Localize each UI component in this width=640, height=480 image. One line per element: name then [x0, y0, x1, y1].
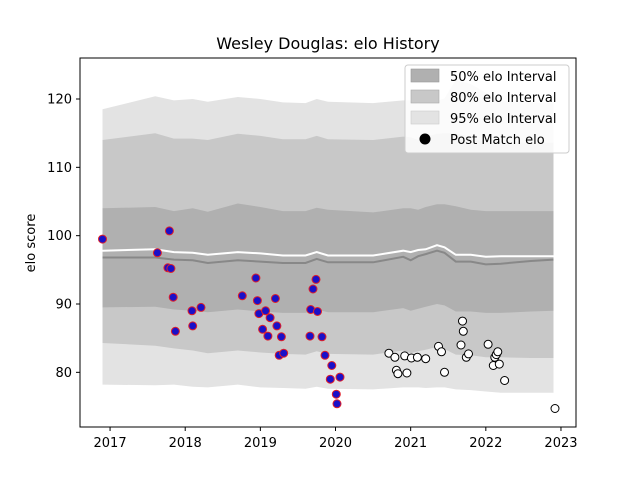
data-point-recent-5 [402, 368, 412, 378]
y-tick-label: 90 [55, 298, 72, 313]
data-point-highlight-21 [276, 332, 286, 342]
data-point-highlight-25 [308, 284, 318, 294]
data-point-highlight-0 [98, 234, 107, 244]
data-point-highlight-27 [313, 307, 322, 316]
plot-area [98, 79, 560, 413]
data-point-recent-8 [421, 354, 431, 364]
legend-marker-points [419, 133, 431, 145]
y-tick-label: 100 [47, 229, 72, 244]
axes-frame [79, 57, 577, 428]
x-tick-label: 2023 [544, 436, 577, 451]
data-point-highlight-6 [170, 326, 180, 336]
data-point-highlight-12 [252, 296, 262, 306]
data-point-recent-24 [550, 404, 560, 413]
data-point-highlight-7 [187, 306, 197, 316]
x-tick-label: 2022 [469, 436, 502, 451]
band-50 [102, 203, 554, 313]
data-point-highlight-19 [272, 321, 282, 331]
data-point-highlight-11 [251, 273, 261, 283]
data-point-recent-16 [464, 349, 473, 359]
data-point-highlight-10 [237, 291, 247, 301]
data-point-highlight-1 [152, 248, 162, 258]
data-point-recent-17 [483, 339, 493, 349]
data-point-recent-12 [456, 340, 466, 350]
y-tick-label: 120 [47, 93, 72, 108]
y-axis: 80 90 100 110 120 [47, 93, 80, 381]
legend: 50% elo Interval 80% elo Interval 95% el… [404, 64, 570, 154]
data-point-highlight-4 [166, 264, 176, 273]
data-point-recent-3 [393, 369, 403, 379]
data-point-recent-22 [494, 359, 504, 369]
legend-label-band80: 80% elo Interval [450, 91, 557, 106]
data-point-highlight-32 [331, 389, 341, 399]
data-point-highlight-29 [320, 350, 330, 360]
x-axis: 2017 2018 2019 2020 2021 2022 2023 [94, 427, 578, 451]
legend-swatch-band80 [410, 89, 440, 104]
data-point-recent-11 [440, 367, 449, 377]
x-tick-label: 2017 [94, 436, 127, 451]
data-point-highlight-31 [327, 361, 337, 370]
legend-swatch-band50 [410, 68, 440, 83]
data-point-highlight-30 [325, 374, 335, 384]
x-tick-label: 2021 [394, 436, 427, 451]
legend-swatch-band95 [410, 110, 440, 125]
legend-label-band95: 95% elo Interval [450, 112, 557, 127]
data-point-highlight-17 [265, 313, 275, 323]
data-point-recent-0 [384, 348, 394, 358]
data-point-highlight-33 [332, 399, 342, 409]
data-point-highlight-3 [164, 226, 174, 236]
y-tick-label: 110 [47, 161, 72, 176]
interval-bands [102, 79, 554, 393]
mean-line [102, 244, 554, 258]
data-point-highlight-15 [261, 306, 271, 316]
x-tick-label: 2019 [244, 436, 277, 451]
post-match-points [98, 226, 560, 413]
data-point-highlight-14 [258, 324, 268, 334]
data-point-highlight-16 [263, 331, 273, 341]
data-point-highlight-34 [335, 372, 345, 382]
data-point-recent-14 [458, 326, 468, 336]
data-point-recent-21 [493, 347, 503, 357]
x-tick-label: 2020 [319, 436, 352, 451]
data-point-highlight-26 [311, 274, 321, 284]
data-point-recent-10 [437, 347, 446, 357]
data-point-highlight-23 [305, 331, 315, 341]
data-point-highlight-8 [188, 321, 198, 331]
legend-frame [404, 64, 570, 154]
trend-lines [102, 244, 554, 266]
data-point-highlight-18 [270, 294, 280, 303]
y-axis-label: elo score [24, 214, 39, 273]
chart-title: Wesley Douglas: elo History [216, 34, 439, 53]
data-point-highlight-22 [279, 348, 289, 358]
median-line [102, 249, 554, 266]
legend-label-band50: 50% elo Interval [450, 70, 557, 85]
y-tick-label: 80 [55, 366, 72, 381]
data-point-highlight-9 [196, 302, 206, 312]
data-point-recent-1 [390, 352, 400, 362]
data-point-recent-13 [458, 316, 467, 326]
legend-label-points: Post Match elo [450, 133, 545, 148]
data-point-highlight-5 [168, 292, 178, 302]
data-point-recent-7 [412, 352, 422, 362]
data-point-recent-23 [500, 376, 510, 385]
data-point-highlight-28 [317, 332, 327, 342]
x-tick-label: 2018 [169, 436, 202, 451]
